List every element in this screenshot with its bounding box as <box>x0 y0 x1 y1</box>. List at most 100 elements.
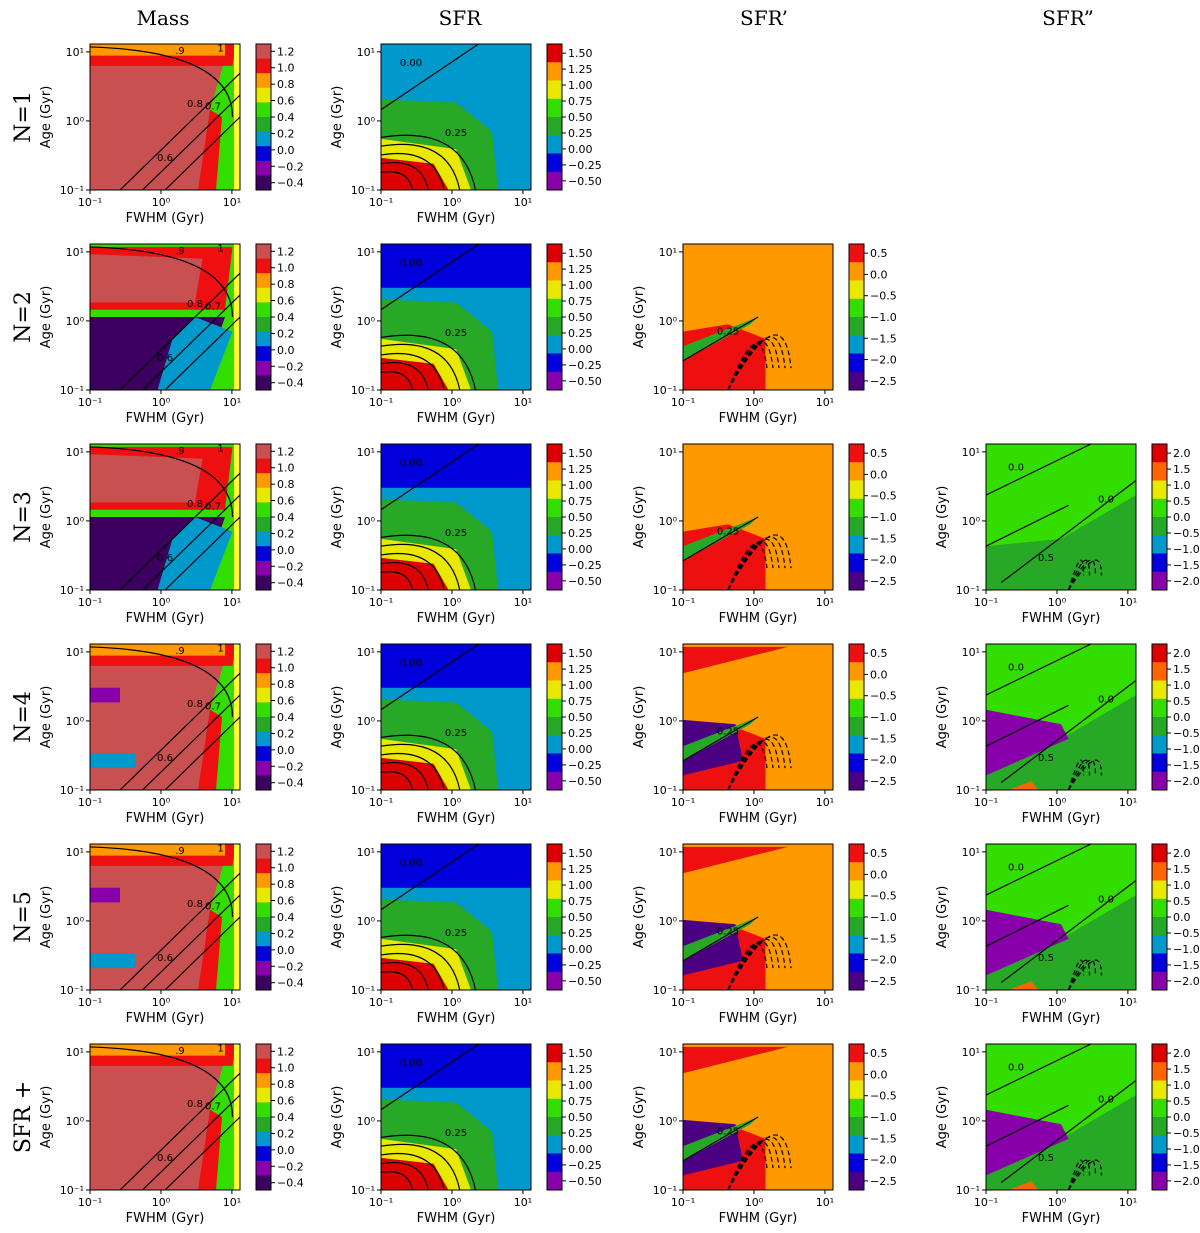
contour-fill <box>683 646 788 674</box>
colorbar-segment <box>547 1044 562 1063</box>
colorbar-segment <box>256 287 271 303</box>
contour-label: 0.8 <box>187 299 203 310</box>
y-tick-label: 10⁰ <box>962 515 981 528</box>
axes-frame <box>89 843 241 991</box>
x-tick-label: 10¹ <box>514 596 532 609</box>
column-title-0: Mass <box>137 6 190 30</box>
colorbar-segment <box>256 960 271 976</box>
colorbar-tick-label: −2.5 <box>870 575 897 588</box>
colorbar-segment <box>256 717 271 733</box>
colorbar-segment <box>1152 771 1167 791</box>
y-axis-label: Age (Gyr) <box>632 686 647 749</box>
colorbar-segment <box>547 498 562 518</box>
colorbar-segment <box>547 717 562 736</box>
x-tick-label: 10⁻¹ <box>78 996 102 1009</box>
colorbar-segment <box>1152 1062 1167 1081</box>
contour-fill <box>1008 1181 1039 1190</box>
panel-r1-c1: 0.00 0.25 10⁻¹10⁻¹ 10⁰ 10⁰ 10¹ 10¹ FWHM (Gyr) Ag… <box>330 243 602 426</box>
y-tick-label: 10⁰ <box>659 1115 678 1128</box>
x-tick-label: 10⁻¹ <box>78 796 102 809</box>
contour-line <box>986 844 1092 896</box>
colorbar-tick-label: 1.2 <box>277 45 295 58</box>
x-tick-label: 10⁰ <box>745 796 764 809</box>
y-axis-label: Age (Gyr) <box>39 286 54 349</box>
colorbar-segment <box>547 553 562 573</box>
contour-label: 0.8 <box>187 99 203 110</box>
colorbar-segment <box>547 1080 562 1100</box>
colorbar-segment <box>849 517 864 536</box>
y-axis-label: Age (Gyr) <box>935 686 950 749</box>
colorbar-segment <box>547 1171 562 1191</box>
colorbar-segment <box>547 298 562 318</box>
x-tick-label: 10⁰ <box>152 796 171 809</box>
contour-line <box>1000 880 1136 984</box>
y-tick-label: 10⁻¹ <box>351 984 375 997</box>
colorbar-tick-label: 0.5 <box>870 847 888 860</box>
contour-label: 0.0 <box>1098 1094 1114 1105</box>
colorbar-tick-label: −0.5 <box>870 690 897 703</box>
contour-line <box>381 134 477 190</box>
axes-frame <box>89 1043 241 1191</box>
colorbar-segment <box>256 244 271 260</box>
contour-line <box>164 116 240 190</box>
x-tick-label: 10¹ <box>816 796 834 809</box>
contour-label: 0.8 <box>187 1099 203 1110</box>
colorbar-segment <box>256 302 271 318</box>
y-tick-label: 10⁰ <box>357 715 376 728</box>
colorbar-segment <box>547 44 562 63</box>
contour-label: 0.25 <box>445 928 467 939</box>
y-tick-label: 10⁻¹ <box>653 984 677 997</box>
colorbar-tick-label: 0.75 <box>568 895 593 908</box>
colorbar-tick-label: 1.0 <box>1173 679 1191 692</box>
contour-label: 0.0 <box>1008 1062 1024 1073</box>
contour-fill <box>986 1109 1069 1176</box>
colorbar-tick-label: −1.0 <box>1173 1143 1200 1156</box>
contour-label: 0.25 <box>445 528 467 539</box>
colorbar-segment <box>547 771 562 791</box>
colorbar-segment <box>547 1117 562 1136</box>
contour-line <box>381 334 477 390</box>
contour-fill <box>1008 781 1039 790</box>
contour-line <box>381 1152 445 1190</box>
x-tick-label: 10⁰ <box>152 1196 171 1209</box>
colorbar-segment <box>256 760 271 776</box>
axes-frame <box>985 1043 1137 1191</box>
y-tick-label: 10¹ <box>66 646 84 659</box>
colorbar-segment <box>1152 1098 1167 1118</box>
axes-frame <box>380 243 532 391</box>
y-tick-label: 10⁰ <box>66 1115 85 1128</box>
colorbar-tick-label: 0.2 <box>277 727 295 740</box>
x-axis-label: FWHM (Gyr) <box>1022 611 1101 626</box>
y-tick-label: 10⁰ <box>66 115 85 128</box>
colorbar-tick-label: −0.4 <box>277 177 304 190</box>
colorbar-segment <box>256 746 271 762</box>
colorbar-segment <box>256 1160 271 1176</box>
x-tick-label: 10⁰ <box>152 196 171 209</box>
contour-line <box>1067 959 1103 990</box>
contour-line <box>119 672 240 790</box>
colorbar-tick-label: −2.0 <box>1173 775 1200 788</box>
y-axis-label: Age (Gyr) <box>632 286 647 349</box>
colorbar-tick-label: 0.0 <box>870 868 888 881</box>
contour-fill <box>1008 981 1039 990</box>
y-tick-label: 10⁻¹ <box>653 1184 677 1197</box>
colorbar-segment <box>256 1146 271 1162</box>
x-tick-label: 10¹ <box>816 996 834 1009</box>
colorbar-segment <box>547 971 562 991</box>
contour-label: 0.00 <box>400 658 422 669</box>
colorbar-segment <box>1152 971 1167 991</box>
colorbar-tick-label: −0.50 <box>568 175 602 188</box>
contour-label: 0.00 <box>400 1058 422 1069</box>
contour-label: 1 <box>217 1043 223 1054</box>
contour-line <box>986 1104 1069 1147</box>
contour-line <box>381 743 461 790</box>
x-axis-label: FWHM (Gyr) <box>1022 1211 1101 1226</box>
contour-label: 0.0 <box>1098 494 1114 505</box>
colorbar-tick-label: −1.5 <box>870 1132 897 1145</box>
contour-fill <box>198 109 222 190</box>
colorbar-segment <box>849 335 864 354</box>
colorbar-tick-label: −0.25 <box>568 759 602 772</box>
y-tick-label: 10¹ <box>66 446 84 459</box>
y-tick-label: 10⁰ <box>66 315 85 328</box>
